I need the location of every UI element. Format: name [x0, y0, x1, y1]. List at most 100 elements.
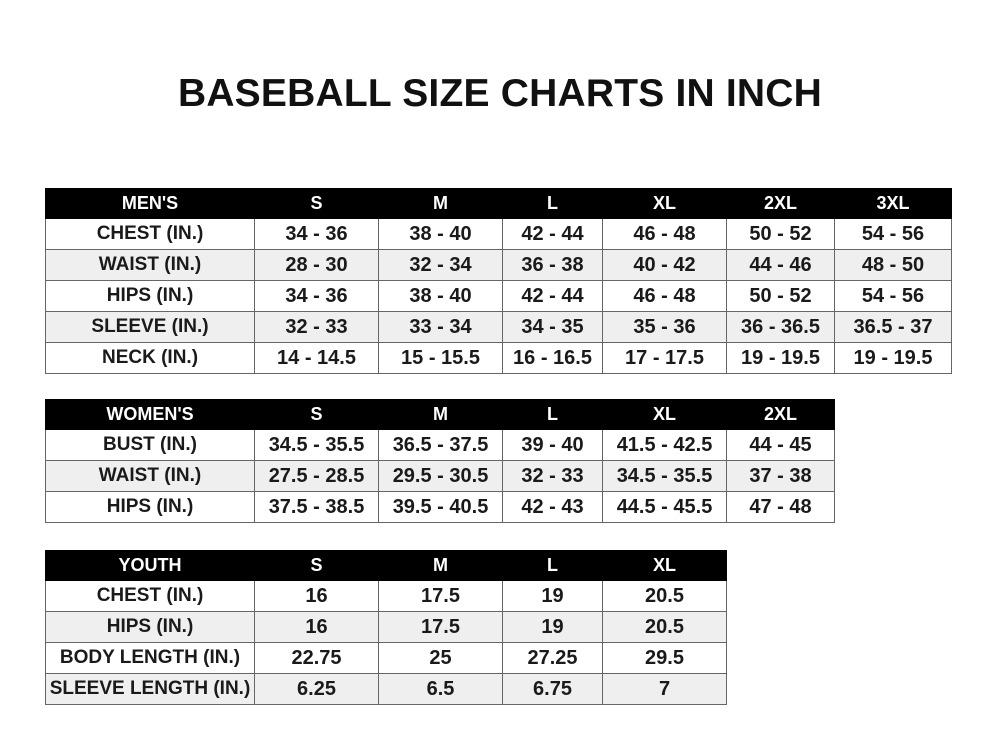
size-value: 40 - 42: [602, 249, 727, 281]
table-row: HIPS (IN.) 34 - 36 38 - 40 42 - 44 46 - 48 50…: [45, 280, 952, 312]
size-value: 32 - 34: [378, 249, 503, 281]
measurement-label: WAIST (IN.): [45, 249, 255, 281]
size-value: 44 - 46: [726, 249, 835, 281]
size-value: 19: [502, 611, 603, 643]
table-row: CHEST (IN.) 16 17.5 19 20.5: [45, 580, 727, 612]
size-value: 50 - 52: [726, 280, 835, 312]
size-value: 6.75: [502, 673, 603, 705]
youth-size-table: YOUTH S M L XL CHEST (IN.) 16 17.5 19 20.5 HIPS (I…: [45, 550, 727, 705]
measurement-label: SLEEVE LENGTH (IN.): [45, 673, 255, 705]
size-value: 27.25: [502, 642, 603, 674]
size-value: 28 - 30: [254, 249, 379, 281]
measurement-label: SLEEVE (IN.): [45, 311, 255, 343]
size-value: 44 - 45: [726, 429, 835, 461]
table-row: CHEST (IN.) 34 - 36 38 - 40 42 - 44 46 - 48 5…: [45, 218, 952, 250]
page-title: BASEBALL SIZE CHARTS IN INCH: [177, 72, 823, 115]
size-value: 48 - 50: [834, 249, 952, 281]
size-value: 39.5 - 40.5: [378, 491, 503, 523]
table-header-row: YOUTH S M L XL: [45, 550, 727, 581]
size-value: 44.5 - 45.5: [602, 491, 727, 523]
size-value: 20.5: [602, 580, 727, 612]
size-header: L: [502, 188, 603, 219]
size-value: 35 - 36: [602, 311, 727, 343]
size-header: M: [378, 188, 503, 219]
size-value: 54 - 56: [834, 218, 952, 250]
size-value: 25: [378, 642, 503, 674]
size-header: 3XL: [834, 188, 952, 219]
size-value: 16: [254, 611, 379, 643]
size-value: 16: [254, 580, 379, 612]
table-row: WAIST (IN.) 28 - 30 32 - 34 36 - 38 40 - 42 4…: [45, 249, 952, 281]
table-header-row: WOMEN'S S M L XL 2XL: [45, 399, 835, 430]
measurement-label: NECK (IN.): [45, 342, 255, 374]
size-value: 36.5 - 37.5: [378, 429, 503, 461]
size-header: 2XL: [726, 399, 835, 430]
size-value: 19 - 19.5: [726, 342, 835, 374]
size-value: 36 - 36.5: [726, 311, 835, 343]
size-header: S: [254, 399, 379, 430]
size-value: 16 - 16.5: [502, 342, 603, 374]
size-header: L: [502, 550, 603, 581]
size-value: 34 - 36: [254, 280, 379, 312]
measurement-label: WAIST (IN.): [45, 460, 255, 492]
size-value: 39 - 40: [502, 429, 603, 461]
size-value: 50 - 52: [726, 218, 835, 250]
size-value: 34.5 - 35.5: [602, 460, 727, 492]
size-header: M: [378, 399, 503, 430]
size-value: 19 - 19.5: [834, 342, 952, 374]
measurement-label: CHEST (IN.): [45, 580, 255, 612]
table-row: HIPS (IN.) 37.5 - 38.5 39.5 - 40.5 42 - 43 4…: [45, 491, 835, 523]
size-value: 42 - 43: [502, 491, 603, 523]
size-header: L: [502, 399, 603, 430]
size-value: 17.5: [378, 580, 503, 612]
category-header: YOUTH: [45, 550, 255, 581]
size-value: 36.5 - 37: [834, 311, 952, 343]
size-header: XL: [602, 399, 727, 430]
table-row: SLEEVE (IN.) 32 - 33 33 - 34 34 - 35 35 - 36…: [45, 311, 952, 343]
size-value: 46 - 48: [602, 280, 727, 312]
womens-size-table: WOMEN'S S M L XL 2XL BUST (IN.) 34.5 - 35.5 36.5…: [45, 399, 835, 523]
measurement-label: HIPS (IN.): [45, 491, 255, 523]
size-value: 14 - 14.5: [254, 342, 379, 374]
size-value: 47 - 48: [726, 491, 835, 523]
size-header: S: [254, 188, 379, 219]
size-value: 6.25: [254, 673, 379, 705]
size-value: 34.5 - 35.5: [254, 429, 379, 461]
size-value: 7: [602, 673, 727, 705]
size-value: 34 - 35: [502, 311, 603, 343]
size-value: 32 - 33: [502, 460, 603, 492]
size-value: 34 - 36: [254, 218, 379, 250]
size-value: 6.5: [378, 673, 503, 705]
size-value: 38 - 40: [378, 218, 503, 250]
size-value: 42 - 44: [502, 218, 603, 250]
category-header: WOMEN'S: [45, 399, 255, 430]
size-value: 38 - 40: [378, 280, 503, 312]
table-header-row: MEN'S S M L XL 2XL 3XL: [45, 188, 952, 219]
size-value: 37 - 38: [726, 460, 835, 492]
size-value: 29.5: [602, 642, 727, 674]
size-value: 46 - 48: [602, 218, 727, 250]
measurement-label: HIPS (IN.): [45, 280, 255, 312]
size-header: M: [378, 550, 503, 581]
measurement-label: BODY LENGTH (IN.): [45, 642, 255, 674]
table-row: WAIST (IN.) 27.5 - 28.5 29.5 - 30.5 32 - 33…: [45, 460, 835, 492]
size-value: 36 - 38: [502, 249, 603, 281]
table-row: BODY LENGTH (IN.) 22.75 25 27.25 29.5: [45, 642, 727, 674]
size-value: 27.5 - 28.5: [254, 460, 379, 492]
size-value: 32 - 33: [254, 311, 379, 343]
table-row: HIPS (IN.) 16 17.5 19 20.5: [45, 611, 727, 643]
size-value: 22.75: [254, 642, 379, 674]
size-value: 15 - 15.5: [378, 342, 503, 374]
mens-size-table: MEN'S S M L XL 2XL 3XL CHEST (IN.) 34 - 36 38 - 4…: [45, 188, 952, 374]
measurement-label: BUST (IN.): [45, 429, 255, 461]
size-value: 42 - 44: [502, 280, 603, 312]
table-row: BUST (IN.) 34.5 - 35.5 36.5 - 37.5 39 - 40 4…: [45, 429, 835, 461]
size-header: XL: [602, 550, 727, 581]
size-header: S: [254, 550, 379, 581]
size-header: 2XL: [726, 188, 835, 219]
size-header: XL: [602, 188, 727, 219]
size-value: 41.5 - 42.5: [602, 429, 727, 461]
size-value: 19: [502, 580, 603, 612]
size-value: 20.5: [602, 611, 727, 643]
size-value: 33 - 34: [378, 311, 503, 343]
